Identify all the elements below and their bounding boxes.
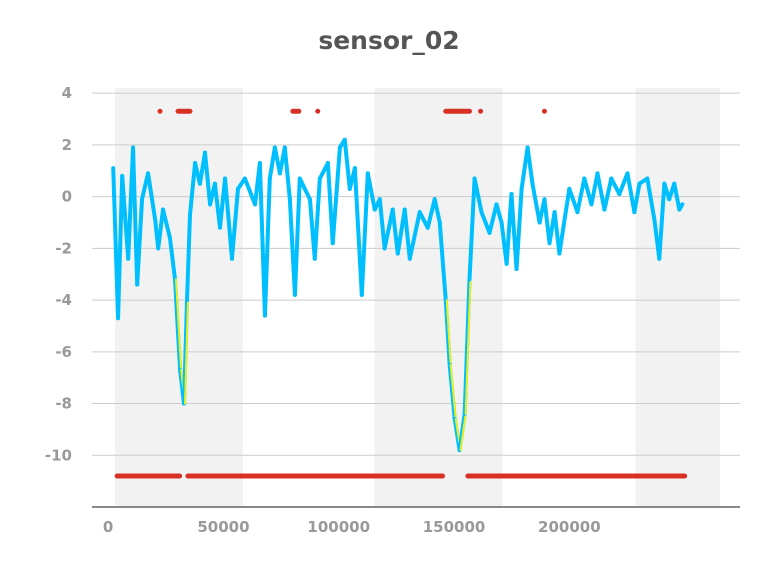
y-tick-label: 0 xyxy=(62,188,72,206)
series-segment xyxy=(437,220,448,303)
series-segment xyxy=(188,161,198,217)
series-segment xyxy=(135,197,145,287)
anomaly-segment xyxy=(184,299,190,405)
anomaly-segment xyxy=(449,363,457,421)
series-segment xyxy=(677,202,685,212)
y-tick-label: -4 xyxy=(55,291,72,309)
series-segment xyxy=(514,186,524,272)
chart-title: sensor_02 xyxy=(318,26,460,55)
x-tick-label: 50000 xyxy=(197,518,249,536)
series-segment xyxy=(557,217,567,256)
series-segment xyxy=(185,212,193,303)
anomaly-segment xyxy=(464,278,472,415)
shaded-band xyxy=(374,88,503,507)
series-segment xyxy=(645,176,657,222)
series-segment xyxy=(657,181,667,261)
series-segment xyxy=(297,176,312,202)
series-segment xyxy=(330,145,342,246)
shaded-band xyxy=(115,88,244,507)
series-segment xyxy=(467,176,477,282)
series-segment xyxy=(479,210,492,235)
series-segment xyxy=(352,166,364,297)
y-tick-label: 2 xyxy=(62,136,72,154)
series-segment xyxy=(602,176,614,212)
series-segment xyxy=(494,202,504,225)
y-tick-label: -6 xyxy=(55,343,72,361)
anomaly-segment xyxy=(175,278,183,371)
series-segment xyxy=(542,197,552,246)
anomaly-segment xyxy=(445,299,452,366)
y-tick-label: -2 xyxy=(55,239,72,257)
series-segment xyxy=(575,176,587,215)
x-tick-label: 100000 xyxy=(307,518,370,536)
series-segment xyxy=(487,202,499,235)
series-segment xyxy=(595,171,607,212)
series-segment xyxy=(530,181,542,225)
series-segment xyxy=(292,176,302,297)
series-segment xyxy=(562,186,572,222)
series-segment xyxy=(567,186,580,215)
series-segment xyxy=(632,181,642,215)
series-segment xyxy=(202,150,213,207)
series-segment xyxy=(425,197,437,230)
x-tick-label: 200000 xyxy=(538,518,601,536)
series-segment xyxy=(407,210,422,261)
series-segment xyxy=(382,207,395,251)
series-segment xyxy=(262,176,272,318)
series-segment xyxy=(229,186,240,261)
series-segment xyxy=(402,207,412,261)
series-segment xyxy=(156,207,166,251)
y-tick-label: -8 xyxy=(55,395,72,413)
x-tick-label: 0 xyxy=(103,518,113,536)
series-segment xyxy=(625,171,637,215)
series-segment xyxy=(223,176,234,261)
series-segment xyxy=(365,171,377,212)
series-segment xyxy=(167,236,178,282)
series-segment xyxy=(432,197,442,225)
series-segment xyxy=(312,176,322,261)
series-segment xyxy=(146,171,158,222)
series-segment xyxy=(377,197,387,251)
series-segment xyxy=(472,176,484,215)
anomaly-segment xyxy=(459,412,467,452)
y-tick-label: 4 xyxy=(62,84,72,102)
x-tick-label: 150000 xyxy=(423,518,486,536)
y-tick-label: -10 xyxy=(45,446,72,464)
series-segment xyxy=(609,176,622,197)
series-segment xyxy=(242,176,258,207)
series-segment xyxy=(116,173,125,321)
series-segment xyxy=(161,207,172,241)
series-segment xyxy=(359,171,370,297)
series-segment xyxy=(525,145,535,186)
series-segment xyxy=(282,145,292,202)
series-segment xyxy=(342,137,352,191)
series-segment xyxy=(672,181,682,212)
shaded-band xyxy=(635,88,721,507)
